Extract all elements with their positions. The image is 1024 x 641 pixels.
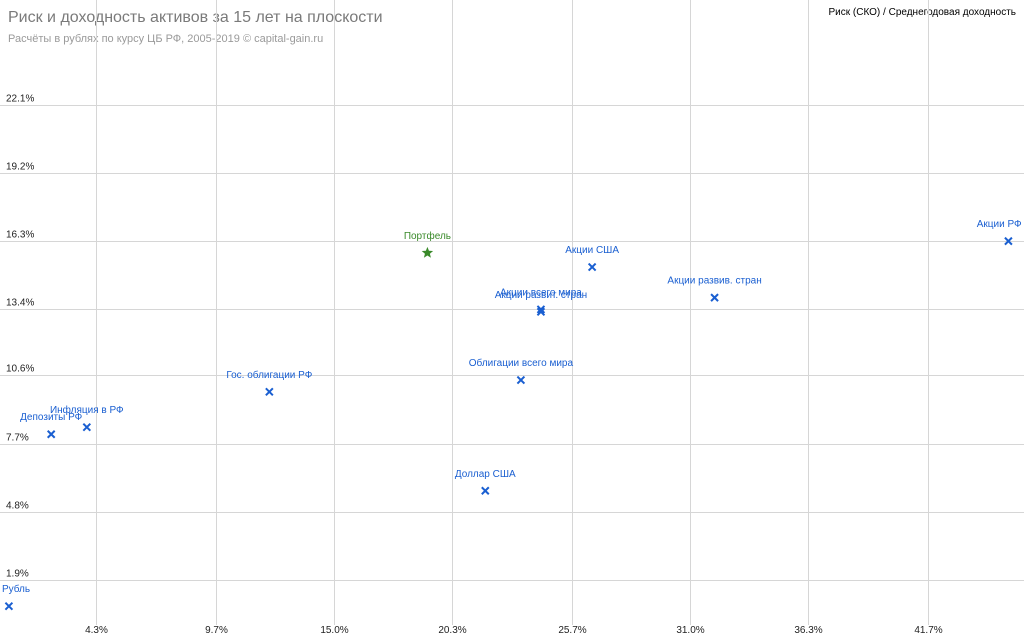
y-tick-label: 1.9%	[6, 569, 29, 580]
cross-marker	[516, 375, 526, 385]
data-point: Акции США	[565, 245, 619, 272]
y-tick-label: 22.1%	[6, 94, 34, 105]
cross-marker	[265, 387, 274, 397]
data-point: Инфляция в РФ	[50, 404, 124, 432]
data-point: Портфель	[404, 230, 451, 258]
data-point: Акции развит. стран	[495, 290, 587, 316]
y-tick-label: 19.2%	[6, 162, 34, 173]
x-axis-ticks: 4.3% 9.7% 15.0% 20.3% 25.7% 31.0% 36.3% 41.7%	[85, 625, 943, 636]
cross-marker	[46, 430, 56, 439]
gridlines	[0, 0, 1024, 625]
cross-marker	[536, 307, 546, 316]
data-point: Гос. облигации РФ	[226, 369, 313, 397]
x-tick-label: 25.7%	[558, 625, 586, 636]
point-label: Гос. облигации РФ	[226, 369, 312, 381]
point-label: Акции США	[565, 245, 619, 256]
point-label: Акции развит. стран	[495, 290, 587, 301]
x-tick-label: 9.7%	[205, 625, 228, 636]
y-tick-label: 13.4%	[6, 298, 34, 309]
x-tick-label: 36.3%	[794, 625, 822, 636]
x-tick-label: 4.3%	[85, 625, 108, 636]
x-tick-label: 15.0%	[320, 625, 348, 636]
point-label: Доллар США	[455, 469, 516, 480]
cross-marker	[481, 486, 490, 495]
point-label: Акции РФ	[977, 219, 1022, 230]
data-point: Акции развив. стран	[667, 276, 762, 302]
y-axis-ticks: 1.9% 4.8% 7.7% 10.6% 13.4% 16.3% 19.2% 22.1%	[6, 94, 34, 580]
data-point: Акции всего мира	[500, 287, 582, 314]
x-tick-label: 20.3%	[438, 625, 466, 636]
point-label: Портфель	[404, 230, 451, 242]
data-point: Акции РФ	[977, 219, 1022, 246]
x-tick-label: 41.7%	[914, 625, 942, 636]
data-point: Рубль	[2, 583, 30, 611]
cross-marker	[536, 305, 546, 314]
cross-marker	[710, 293, 719, 302]
data-point: Депозиты РФ	[20, 412, 83, 439]
data-point: Доллар США	[455, 469, 516, 495]
cross-marker	[587, 262, 597, 272]
portfolio-star-marker	[421, 246, 434, 258]
x-tick-label: 31.0%	[676, 625, 704, 636]
legend-text: Риск (СКО) / Среднегодовая доходность	[828, 7, 1016, 18]
cross-marker	[1004, 236, 1013, 246]
point-label: Акции развив. стран	[667, 276, 761, 287]
y-tick-label: 4.8%	[6, 501, 29, 512]
y-tick-label: 7.7%	[6, 433, 29, 444]
chart-subtitle: Расчёты в рублях по курсу ЦБ РФ, 2005-20…	[8, 33, 323, 45]
y-tick-label: 10.6%	[6, 364, 34, 375]
data-point: Облигации всего мира	[469, 357, 574, 385]
cross-marker	[4, 601, 14, 611]
point-label: Облигации всего мира	[469, 357, 574, 369]
cross-marker	[82, 422, 92, 432]
y-tick-label: 16.3%	[6, 230, 34, 241]
point-label: Рубль	[2, 583, 30, 595]
chart-title: Риск и доходность активов за 15 лет на п…	[8, 9, 383, 26]
point-label: Инфляция в РФ	[50, 404, 124, 416]
point-label: Депозиты РФ	[20, 412, 82, 423]
point-label: Акции всего мира	[500, 287, 582, 298]
